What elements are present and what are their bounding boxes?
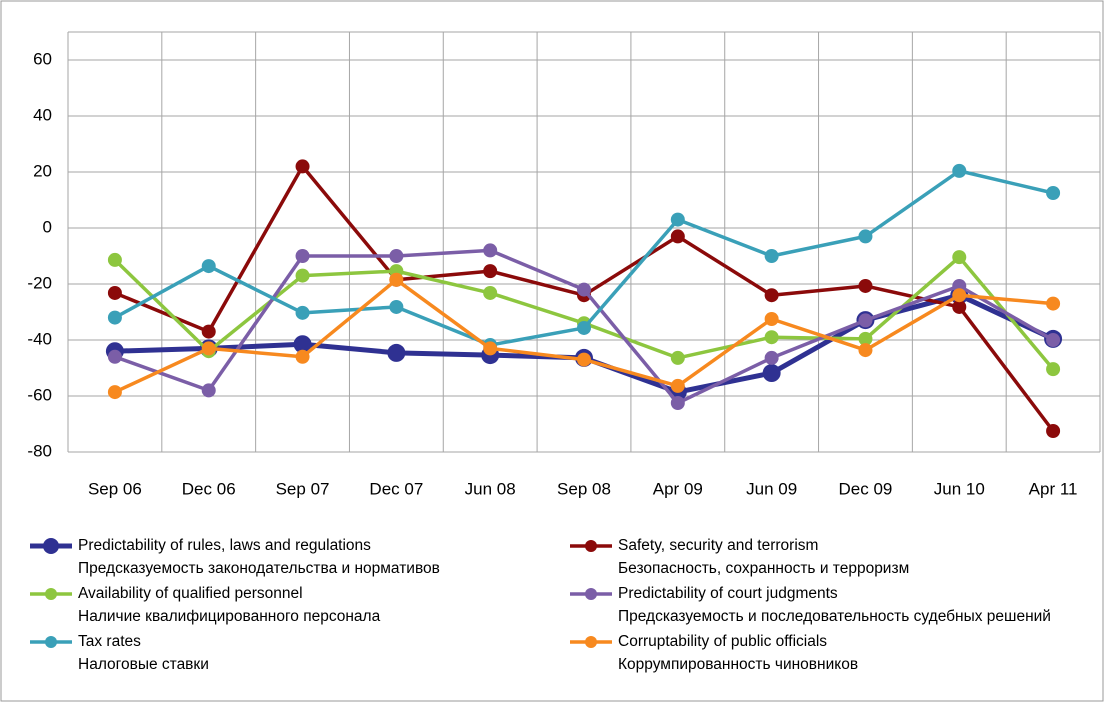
legend-label: Predictability of court judgments bbox=[618, 585, 838, 602]
series-marker bbox=[762, 364, 781, 383]
series-marker bbox=[952, 250, 967, 265]
x-tick-label: Jun 10 bbox=[934, 479, 985, 498]
legend-marker bbox=[585, 540, 597, 552]
legend-marker bbox=[585, 588, 597, 600]
series-marker bbox=[577, 320, 591, 335]
series-marker bbox=[483, 341, 498, 356]
y-tick-label: -80 bbox=[27, 441, 52, 460]
series-marker bbox=[1046, 362, 1061, 377]
x-tick-label: Apr 11 bbox=[1029, 479, 1078, 498]
legend-label: Availability of qualified personnel bbox=[78, 585, 303, 602]
legend-marker bbox=[45, 636, 57, 648]
series-marker bbox=[295, 305, 310, 320]
series-marker bbox=[295, 349, 310, 364]
legend-label: Corruptability of public officials bbox=[618, 633, 827, 650]
series-marker bbox=[858, 278, 873, 293]
legend-marker bbox=[43, 538, 59, 554]
legend-marker bbox=[45, 588, 57, 600]
legend-label: Tax rates bbox=[78, 633, 141, 650]
series-marker bbox=[764, 330, 779, 345]
x-tick-label: Apr 09 bbox=[653, 479, 703, 498]
series-marker bbox=[1046, 186, 1061, 200]
series-marker bbox=[858, 229, 873, 244]
legend-label-ru: Налоговые ставки bbox=[78, 656, 209, 673]
series-marker bbox=[1046, 333, 1061, 347]
series-marker bbox=[952, 299, 967, 314]
series-marker bbox=[670, 350, 685, 365]
series-marker bbox=[107, 385, 122, 400]
y-tick-label: 60 bbox=[33, 49, 52, 68]
series-marker bbox=[858, 313, 873, 328]
series-marker bbox=[107, 285, 122, 300]
series-marker bbox=[764, 249, 779, 263]
series-marker bbox=[577, 352, 591, 367]
y-tick-label: -60 bbox=[27, 385, 52, 404]
x-tick-label: Dec 07 bbox=[369, 479, 423, 498]
y-tick-label: 20 bbox=[33, 161, 52, 180]
x-tick-label: Jun 08 bbox=[465, 479, 516, 498]
series-marker bbox=[670, 212, 685, 227]
y-tick-label: 40 bbox=[33, 105, 52, 124]
series-marker bbox=[107, 349, 122, 364]
x-tick-label: Sep 06 bbox=[88, 479, 142, 498]
series-marker bbox=[483, 264, 498, 279]
series-marker bbox=[483, 285, 498, 300]
y-tick-label: 0 bbox=[43, 217, 52, 236]
series-marker bbox=[107, 310, 122, 325]
legend-label-ru: Коррумпированность чиновников bbox=[618, 656, 858, 673]
series-marker bbox=[670, 229, 685, 244]
y-tick-label: -20 bbox=[27, 273, 52, 292]
legend-label-ru: Наличие квалифицированного персонала bbox=[78, 608, 381, 625]
series-marker bbox=[107, 252, 122, 267]
series-marker bbox=[387, 343, 406, 362]
series-marker bbox=[293, 335, 312, 354]
series-marker bbox=[858, 343, 873, 358]
x-tick-label: Sep 07 bbox=[276, 479, 330, 498]
series-marker bbox=[389, 249, 404, 263]
series-marker bbox=[1046, 424, 1061, 438]
series-marker bbox=[858, 331, 873, 346]
series-marker bbox=[577, 282, 591, 297]
series-marker bbox=[201, 383, 216, 398]
series-marker bbox=[483, 243, 498, 258]
x-tick-label: Jun 09 bbox=[746, 479, 797, 498]
series-marker bbox=[201, 341, 216, 356]
x-tick-label: Dec 06 bbox=[182, 479, 236, 498]
series-marker bbox=[1046, 296, 1061, 311]
series-marker bbox=[764, 288, 779, 303]
legend-marker bbox=[585, 636, 597, 648]
legend-label: Safety, security and terrorism bbox=[618, 537, 818, 554]
series-marker bbox=[295, 159, 310, 174]
series-marker bbox=[389, 299, 404, 314]
x-tick-label: Sep 08 bbox=[557, 479, 611, 498]
legend-label-ru: Предсказуемость законодательства и норма… bbox=[78, 560, 440, 577]
series-marker bbox=[764, 350, 779, 365]
legend-label-ru: Безопасность, сохранность и терроризм bbox=[618, 560, 909, 577]
series-marker bbox=[295, 268, 310, 283]
series-marker bbox=[764, 312, 779, 326]
y-tick-label: -40 bbox=[27, 329, 52, 348]
series-marker bbox=[952, 163, 967, 178]
legend-label-ru: Предсказуемость и последовательность суд… bbox=[618, 608, 1051, 625]
series-marker bbox=[389, 272, 404, 287]
series-marker bbox=[670, 396, 685, 410]
series-marker bbox=[952, 288, 967, 303]
series-marker bbox=[670, 378, 685, 393]
x-tick-label: Dec 09 bbox=[839, 479, 893, 498]
series-marker bbox=[201, 259, 216, 274]
legend-label: Predictability of rules, laws and regula… bbox=[78, 537, 371, 554]
series-marker bbox=[201, 324, 216, 339]
series-marker bbox=[295, 249, 310, 263]
